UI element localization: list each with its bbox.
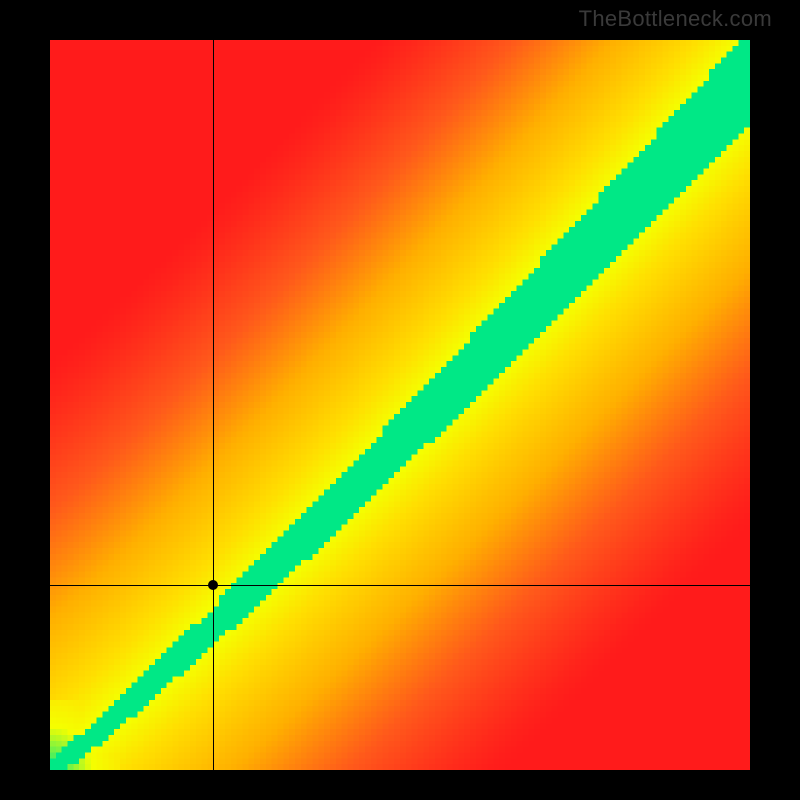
- crosshair-vertical: [213, 40, 214, 770]
- crosshair-horizontal: [50, 585, 750, 586]
- bottleneck-heatmap: [50, 40, 750, 770]
- selection-marker: [208, 580, 218, 590]
- heatmap-canvas: [50, 40, 750, 770]
- watermark-text: TheBottleneck.com: [579, 6, 772, 32]
